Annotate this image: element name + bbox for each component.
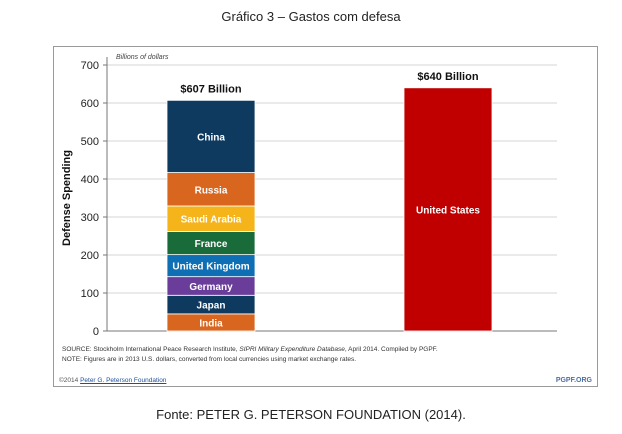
bar-segment [166, 99, 256, 173]
foundation-link[interactable]: Peter G. Peterson Foundation [80, 377, 167, 384]
bar-segment [166, 205, 256, 232]
segment-label: Germany [189, 282, 233, 293]
copyright-text: ©2014 [59, 377, 81, 384]
bar-segment [166, 172, 256, 207]
segment-label: United States [416, 205, 480, 216]
y-tick-label: 700 [81, 60, 99, 72]
footer-copyright: ©2014 Peter G. Peterson Foundation [59, 377, 166, 384]
footnote: NOTE: Figures are in 2013 U.S. dollars, … [62, 356, 356, 363]
total-label: $640 Billion [417, 71, 478, 83]
y-tick-label: 500 [81, 136, 99, 148]
y-tick-label: 600 [81, 98, 99, 110]
y-tick-label: 300 [81, 212, 99, 224]
units-label: Billions of dollars [116, 54, 169, 61]
segment-label: Saudi Arabia [181, 215, 242, 226]
y-axis-title: Defense Spending [61, 150, 73, 246]
figure-caption: Fonte: PETER G. PETERSON FOUNDATION (201… [156, 407, 466, 422]
y-tick-label: 400 [81, 174, 99, 186]
y-tick-label: 200 [81, 250, 99, 262]
segment-label: Japan [197, 301, 226, 312]
segment-label: India [199, 318, 223, 329]
y-tick-label: 0 [93, 326, 99, 338]
segment-label: Russia [195, 185, 228, 196]
bar-segment [403, 87, 493, 332]
source-note: SOURCE: Stockholm International Peace Re… [62, 346, 438, 353]
footer-site[interactable]: PGPF.ORG [555, 377, 592, 384]
segment-label: China [197, 132, 225, 143]
y-tick-label: 100 [81, 288, 99, 300]
segment-label: France [195, 239, 228, 250]
total-label: $607 Billion [180, 83, 241, 95]
page-title: Gráfico 3 – Gastos com defesa [221, 9, 401, 24]
segment-label: United Kingdom [172, 262, 249, 273]
